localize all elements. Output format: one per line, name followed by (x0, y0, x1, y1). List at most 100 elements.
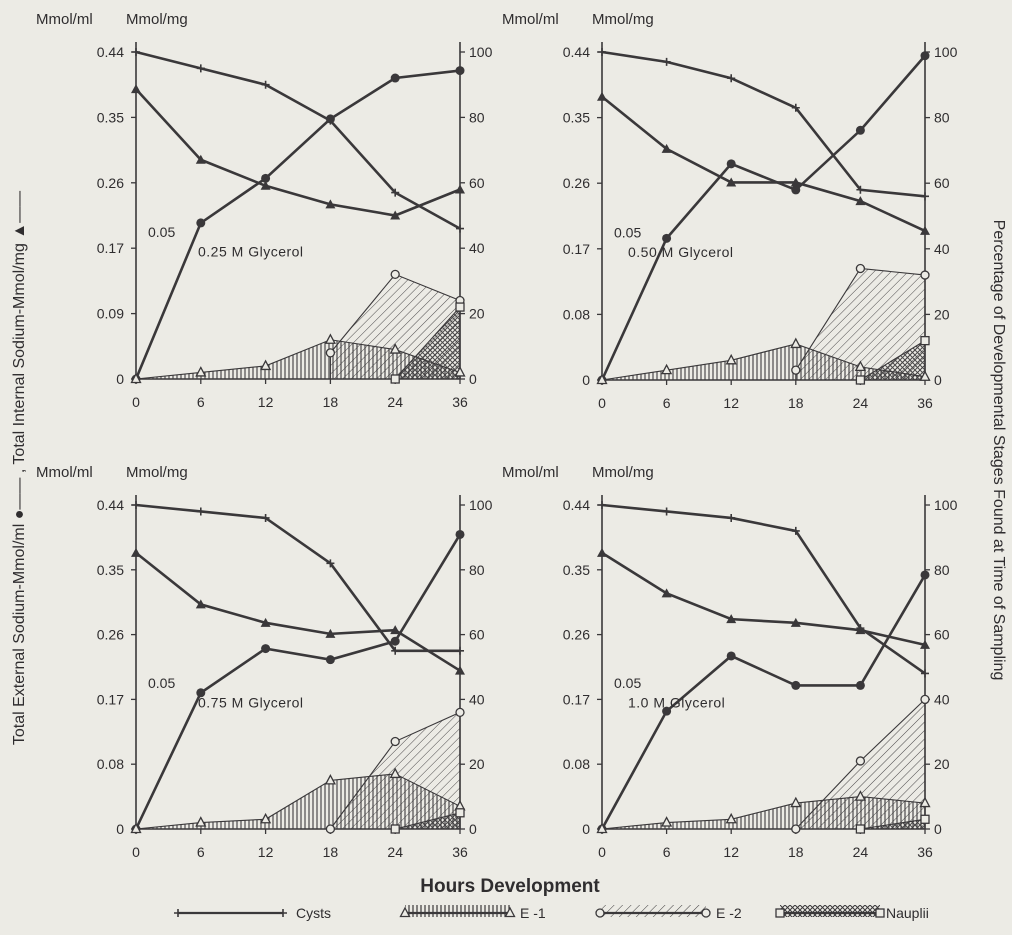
panel-3: Mmol/ml Mmol/mg 0 0.08 0.17 0.26 0.35 0.44 0 20 40… (36, 464, 493, 860)
point-cysts (132, 48, 140, 56)
right-unit-label: Mmol/mg (126, 11, 188, 28)
legend-marker (174, 909, 182, 917)
series-line-total-internal-sodium (601, 551, 926, 647)
point-total-external-sodium (325, 655, 335, 665)
series-line-cysts (601, 503, 926, 675)
series-line-total-external-sodium (600, 54, 926, 381)
x-tick-label: 36 (452, 844, 468, 860)
point-e-1 (725, 812, 737, 824)
point-e-2 (455, 707, 465, 718)
point-cysts (326, 116, 335, 125)
point-total-internal-sodium (455, 184, 465, 194)
left-unit-label: Mmol/ml (36, 464, 93, 481)
point-total-internal-sodium (661, 143, 672, 153)
panel-title: 0.25 M Glycerol (198, 243, 304, 259)
left-tick-label: 0 (582, 372, 590, 388)
right-tick-label: 20 (934, 306, 950, 322)
right-tick-label: 80 (469, 562, 485, 578)
x-tick-label: 6 (663, 844, 671, 860)
point-e-1 (195, 816, 207, 827)
point-cysts (662, 57, 671, 66)
legend-item-e-2: E -2 (595, 905, 742, 921)
point-cysts (598, 48, 606, 56)
point-total-external-sodium (390, 73, 400, 83)
right-tick-label: 40 (934, 241, 950, 257)
point-e-1 (790, 337, 802, 349)
point-e-2 (791, 824, 801, 834)
x-tick-label: 0 (132, 844, 140, 860)
right-unit-label: Mmol/mg (592, 11, 654, 28)
x-tick-label: 12 (258, 844, 274, 860)
left-unit-label: Mmol/ml (36, 11, 93, 28)
legend-marker (504, 906, 516, 918)
point-total-internal-sodium (855, 196, 866, 206)
right-tick-label: 40 (934, 691, 950, 707)
right-tick-label: 20 (469, 306, 485, 322)
left-tick-label: 0.35 (97, 562, 124, 578)
point-cysts (391, 188, 400, 197)
point-total-external-sodium (390, 636, 400, 646)
point-e-1 (790, 796, 802, 808)
point-total-internal-sodium (390, 625, 401, 635)
point-e-2 (390, 269, 400, 280)
left-tick-label: 0.08 (563, 306, 590, 322)
series-line-cysts (601, 50, 926, 198)
left-tick-label: 0.17 (97, 240, 124, 256)
point-total-internal-sodium (597, 547, 607, 557)
point-e-1 (596, 373, 608, 385)
right-tick-label: 20 (934, 756, 950, 772)
point-e-2 (855, 263, 866, 274)
point-total-internal-sodium (260, 617, 271, 627)
point-cysts (856, 185, 865, 194)
x-tick-label: 24 (387, 394, 403, 410)
point-e-1 (324, 333, 336, 344)
legend-marker (595, 908, 605, 918)
right-tick-label: 40 (469, 240, 485, 256)
left-tick-label: 0.17 (563, 241, 590, 257)
point-e-1 (130, 372, 142, 384)
right-axis-label: Percentage of Developmental Stages Found… (990, 220, 1007, 681)
point-cysts (856, 624, 865, 633)
point-total-internal-sodium (455, 665, 465, 675)
right-tick-label: 60 (469, 627, 485, 643)
series-line-total-internal-sodium (601, 95, 926, 233)
legend-swatch (405, 905, 510, 917)
point-total-external-sodium (791, 680, 801, 690)
legend-swatch (780, 905, 880, 917)
x-tick-label: 36 (452, 394, 468, 410)
legend-label: Cysts (296, 905, 331, 921)
x-tick-label: 24 (853, 844, 869, 860)
point-nauplii (920, 335, 930, 346)
point-nauplii (855, 375, 866, 385)
x-tick-label: 18 (323, 394, 339, 410)
right-tick-label: 60 (934, 175, 950, 191)
point-e-2 (855, 756, 866, 766)
point-e-2 (390, 736, 400, 747)
chart-panels: Mmol/ml Mmol/mg 0 0.09 0.17 0.26 0.35 0.44 0 20 40… (36, 11, 958, 860)
point-total-internal-sodium (920, 225, 930, 235)
left-tick-label: 0.08 (97, 756, 124, 772)
left-tick-label: 0 (116, 371, 124, 387)
left-tick-label: 0 (116, 821, 124, 837)
point-total-external-sodium (455, 529, 465, 539)
point-e-1 (389, 343, 401, 354)
point-e-2 (920, 694, 930, 705)
left-tick-label: 0.44 (97, 44, 124, 60)
x-tick-label: 24 (853, 395, 869, 411)
left-tick-label: 0.17 (563, 691, 590, 707)
right-tick-label: 80 (934, 110, 950, 126)
legend-marker (875, 908, 885, 918)
point-cysts (456, 646, 464, 655)
left-axis-label: Total External Sodium-Mmol/ml ●—— , Tota… (11, 191, 28, 745)
x-tick-label: 0 (132, 394, 140, 410)
point-total-internal-sodium (195, 599, 206, 609)
legend-marker (279, 909, 287, 917)
point-nauplii (920, 814, 930, 824)
point-cysts (727, 513, 736, 522)
point-cysts (662, 507, 671, 516)
point-cysts (261, 513, 270, 522)
series-line-total-internal-sodium (135, 88, 461, 217)
point-e-2 (920, 270, 930, 280)
panel-2: Mmol/ml Mmol/mg 0 0.08 0.17 0.26 0.35 0.44 0 20 40… (502, 11, 958, 411)
point-cysts (196, 507, 205, 516)
